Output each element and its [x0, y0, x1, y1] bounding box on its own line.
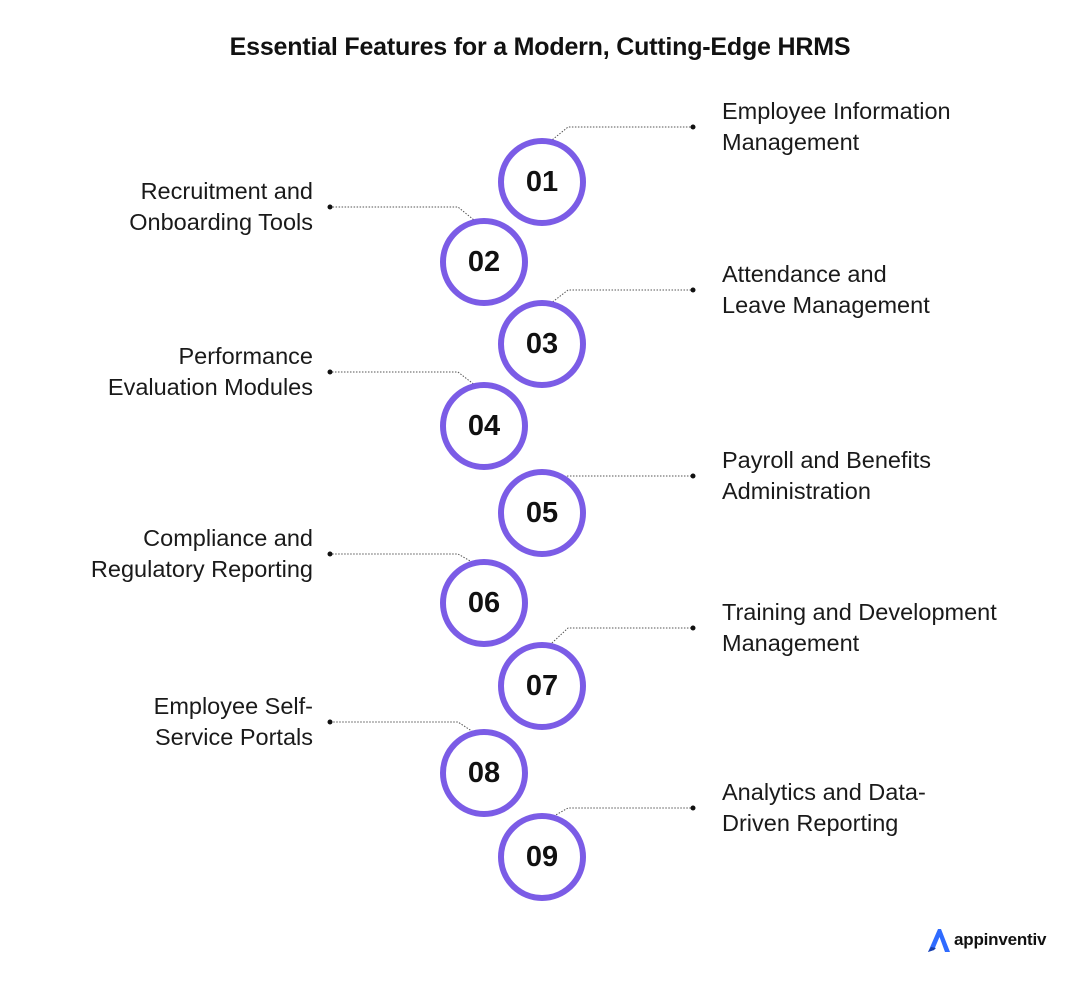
feature-label-line: Analytics and Data-	[722, 779, 926, 805]
step-circle-01: 01	[498, 138, 586, 226]
connector-dot-07	[690, 625, 696, 631]
feature-label-line: Management	[722, 630, 860, 656]
step-number: 06	[467, 586, 501, 619]
feature-label-line: Regulatory Reporting	[90, 556, 313, 582]
feature-label-02: Recruitment and Onboarding Tools	[129, 176, 313, 238]
connector-dot-05	[690, 473, 696, 479]
feature-label-07: Training and Development Management	[722, 597, 997, 659]
connector-dot-09	[690, 805, 696, 811]
connector-dot-06	[327, 551, 333, 557]
feature-label-line: Driven Reporting	[722, 810, 899, 836]
step-number: 09	[525, 840, 559, 873]
step-number: 02	[467, 245, 501, 278]
feature-label-05: Payroll and Benefits Administration	[722, 445, 931, 507]
appinventiv-logo-icon	[928, 929, 950, 952]
feature-label-line: Attendance and	[722, 261, 887, 287]
feature-label-line: Leave Management	[722, 292, 930, 318]
feature-label-line: Employee Self-	[153, 693, 313, 719]
feature-label-line: Administration	[722, 478, 871, 504]
connector-line-05	[543, 475, 693, 479]
page-title: Essential Features for a Modern, Cutting…	[229, 33, 851, 61]
step-number: 07	[525, 669, 559, 702]
connector-line-02	[330, 206, 484, 228]
step-number: 05	[525, 496, 559, 529]
step-circle-09: 09	[498, 813, 586, 901]
feature-label-line: Training and Development	[722, 599, 997, 625]
step-circle-06: 06	[440, 559, 528, 647]
feature-label-line: Management	[722, 129, 860, 155]
feature-label-line: Onboarding Tools	[129, 209, 313, 235]
feature-label-line: Recruitment and	[140, 178, 313, 204]
feature-label-line: Service Portals	[154, 724, 313, 750]
connector-dot-04	[327, 369, 333, 375]
step-number: 01	[525, 165, 559, 198]
feature-label-03: Attendance and Leave Management	[722, 259, 930, 321]
step-number: 08	[467, 756, 501, 789]
brand-name: appinventiv	[954, 930, 1047, 949]
step-circle-04: 04	[440, 382, 528, 470]
feature-label-06: Compliance and Regulatory Reporting	[91, 523, 313, 585]
connector-line-07	[542, 627, 693, 652]
feature-label-line: Performance	[178, 343, 313, 369]
step-circle-02: 02	[440, 218, 528, 306]
brand-logo: appinventiv	[926, 925, 1046, 955]
step-circle-07: 07	[498, 642, 586, 730]
connector-dot-08	[327, 719, 333, 725]
feature-label-09: Analytics and Data- Driven Reporting	[722, 777, 926, 839]
step-number: 04	[467, 409, 501, 442]
feature-label-line: Employee Information	[722, 98, 951, 124]
connector-dot-01	[690, 124, 696, 130]
feature-label-line: Compliance and	[143, 525, 313, 551]
step-circle-03: 03	[498, 300, 586, 388]
connector-dot-02	[327, 204, 333, 210]
connector-dot-03	[690, 287, 696, 293]
connector-line-01	[542, 126, 693, 148]
feature-label-line: Evaluation Modules	[107, 374, 313, 400]
connector-line-03	[542, 289, 693, 310]
step-number: 03	[525, 327, 559, 360]
feature-label-line: Payroll and Benefits	[722, 447, 932, 473]
step-circle-08: 08	[440, 729, 528, 817]
feature-label-04: Performance Evaluation Modules	[108, 341, 313, 403]
step-circle-05: 05	[498, 469, 586, 557]
feature-label-01: Employee Information Management	[722, 96, 951, 158]
feature-label-08: Employee Self- Service Portals	[154, 691, 313, 753]
